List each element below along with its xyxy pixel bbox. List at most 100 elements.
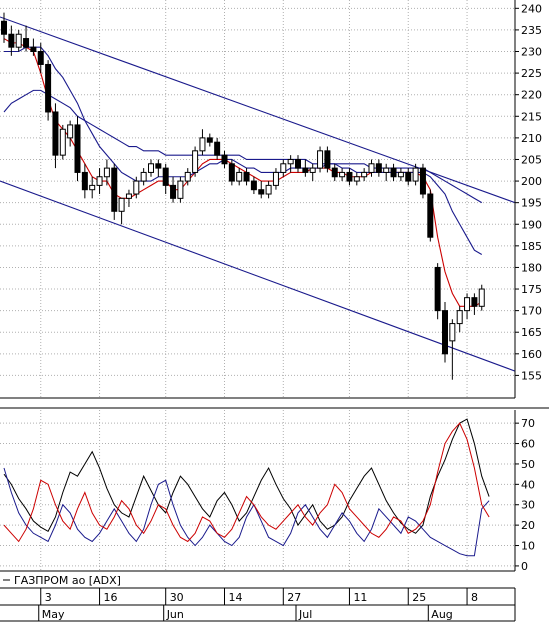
candle-body [375, 163, 382, 173]
candle-body [125, 193, 132, 199]
candle-body [111, 167, 118, 212]
date-tick-label: 30 [170, 591, 184, 604]
candle [258, 181, 265, 199]
candle-body [96, 176, 103, 186]
candle [353, 172, 360, 186]
di_minus-line [3, 422, 490, 543]
candle-body [449, 323, 456, 342]
candle-body [464, 297, 471, 312]
candle-body [434, 266, 441, 312]
price-tick-label: 180 [521, 261, 542, 274]
candle [170, 176, 177, 203]
candle-body [295, 158, 301, 169]
candle [23, 25, 30, 52]
di_plus-line [3, 467, 490, 557]
candle-body [103, 167, 110, 178]
candle [103, 159, 110, 186]
price-tick-label: 210 [521, 132, 542, 145]
candle-body [81, 171, 88, 191]
candle-body [206, 137, 213, 143]
date-tick-label: 27 [287, 591, 301, 604]
candle-body [74, 124, 81, 173]
candle-body [89, 184, 96, 191]
candle [243, 168, 250, 186]
candle [434, 263, 441, 320]
indicator-tick-label: 10 [521, 540, 535, 553]
candle-body [192, 150, 199, 173]
candle-body [427, 193, 434, 238]
candle-body [456, 310, 463, 325]
candle-body [15, 33, 22, 48]
candle [133, 176, 140, 199]
indicator-tick-label: 20 [521, 519, 535, 532]
candle-body [133, 180, 140, 195]
candle-body [368, 163, 375, 173]
price-tick-label: 170 [521, 305, 542, 318]
candle [67, 120, 74, 147]
price-panel: 155 160 165 170 175 180 185 190 195 200 205 210 215 2… [0, 0, 542, 399]
candle-body [419, 167, 426, 195]
indicator-tick-label: 40 [521, 478, 535, 491]
month-tick-label: Aug [431, 608, 452, 621]
candle-body [317, 150, 324, 169]
candle [287, 155, 294, 173]
candle [52, 103, 59, 169]
candle [324, 146, 331, 173]
price-tick-label: 200 [521, 175, 542, 188]
candle-body [471, 297, 478, 307]
price-tick-label: 225 [521, 67, 542, 80]
date-tick-label: 14 [229, 591, 243, 604]
candle [250, 176, 257, 195]
adx-line [3, 418, 490, 534]
candle [331, 163, 338, 182]
candle [272, 168, 279, 190]
price-tick-label: 195 [521, 197, 542, 210]
candle [74, 116, 81, 182]
price-tick-label: 220 [521, 89, 542, 102]
candle [397, 168, 404, 182]
candle [59, 124, 66, 160]
date-tick-label: 16 [104, 591, 118, 604]
candle-body [170, 184, 177, 199]
candle-body [287, 158, 294, 165]
candle [405, 168, 412, 186]
candle-body [331, 167, 338, 178]
candle [419, 163, 426, 199]
candle-body [397, 171, 404, 178]
price-tick-label: 205 [521, 153, 542, 166]
candle [221, 150, 228, 169]
candle [368, 159, 375, 177]
price-tick-label: 165 [521, 326, 542, 339]
indicator-tick-label: 0 [521, 560, 528, 573]
candle-body [118, 197, 125, 212]
candle [456, 306, 463, 333]
price-grid [0, 0, 515, 398]
candle [81, 163, 88, 199]
candle [125, 189, 132, 207]
candle [155, 159, 162, 177]
candle [111, 163, 118, 220]
candle [89, 176, 96, 199]
indicator-panel: 0 10 20 30 40 50 60 70 [0, 410, 535, 573]
candle [390, 163, 397, 182]
price-tick-label: 240 [521, 2, 542, 15]
candle-body [155, 163, 162, 169]
candle [464, 293, 471, 320]
candle [162, 163, 169, 195]
candle-body [214, 141, 221, 156]
price-tick-label: 185 [521, 240, 542, 253]
candle-body [148, 163, 154, 173]
candle-body [442, 310, 448, 355]
month-tick-label: May [42, 608, 65, 621]
candle [96, 168, 103, 195]
candle-body [324, 150, 331, 169]
candle-body [272, 171, 279, 186]
price-tick-label: 230 [521, 46, 542, 59]
candle [295, 155, 301, 173]
time-axis: 3 16 30 14 27 11 25 8 May Jun Jul Aug [0, 587, 516, 622]
candle [309, 163, 316, 182]
candle-body [280, 163, 287, 173]
adx-lines [3, 418, 490, 557]
candle-body [177, 180, 184, 199]
